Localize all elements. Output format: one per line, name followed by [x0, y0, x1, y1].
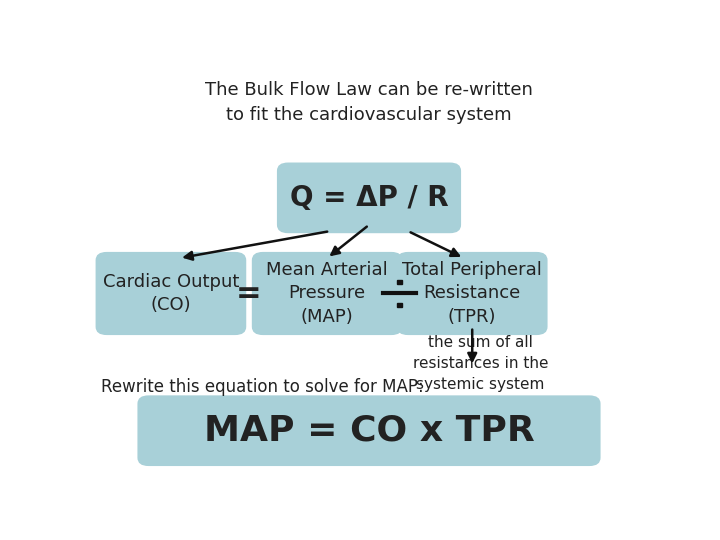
Text: Rewrite this equation to solve for MAP:: Rewrite this equation to solve for MAP:	[101, 378, 424, 396]
Text: Q = ΔP / R: Q = ΔP / R	[289, 184, 449, 212]
FancyBboxPatch shape	[397, 280, 402, 284]
Text: =: =	[236, 279, 262, 308]
Text: the sum of all
resistances in the
systemic system: the sum of all resistances in the system…	[413, 335, 549, 392]
FancyBboxPatch shape	[96, 252, 246, 335]
Text: Total Peripheral
Resistance
(TPR): Total Peripheral Resistance (TPR)	[402, 261, 542, 326]
FancyBboxPatch shape	[252, 252, 402, 335]
Text: MAP = CO x TPR: MAP = CO x TPR	[204, 414, 534, 448]
Text: Cardiac Output
(CO): Cardiac Output (CO)	[103, 273, 239, 314]
FancyBboxPatch shape	[138, 395, 600, 466]
FancyBboxPatch shape	[277, 163, 461, 233]
FancyBboxPatch shape	[397, 303, 402, 307]
FancyBboxPatch shape	[397, 252, 547, 335]
Text: Mean Arterial
Pressure
(MAP): Mean Arterial Pressure (MAP)	[266, 261, 388, 326]
Text: The Bulk Flow Law can be re-written
to fit the cardiovascular system: The Bulk Flow Law can be re-written to f…	[205, 82, 533, 124]
